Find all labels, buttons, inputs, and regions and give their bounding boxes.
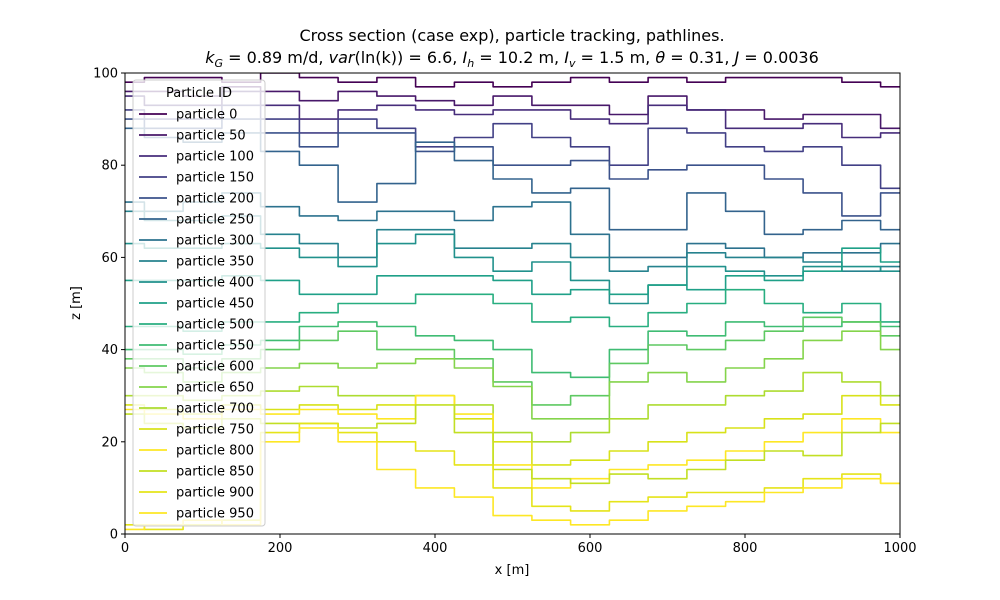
subtitle-Iv: I — [564, 48, 569, 67]
x-axis-label: x [m] — [495, 563, 530, 578]
legend-label-2: particle 100 — [176, 150, 254, 165]
subtitle-Ih-sub: h — [467, 57, 474, 70]
x-tick-label-5: 1000 — [883, 541, 916, 556]
legend-label-8: particle 400 — [176, 276, 254, 291]
subtitle-text: kG = 0.89 m/d, var(ln(k)) = 6.6, Ih = 10… — [205, 48, 819, 70]
subtitle-Iv-sub: v — [569, 57, 576, 70]
legend-label-1: particle 50 — [176, 129, 246, 144]
legend-label-18: particle 900 — [176, 486, 254, 501]
subtitle-Iv-val: = 1.5 m, — [575, 48, 655, 67]
legend-label-15: particle 750 — [176, 423, 254, 438]
legend-label-5: particle 250 — [176, 213, 254, 228]
legend-label-3: particle 150 — [176, 171, 254, 186]
legend-label-9: particle 450 — [176, 297, 254, 312]
legend-label-13: particle 650 — [176, 381, 254, 396]
chart-title: Cross section (case exp), particle track… — [205, 26, 819, 70]
legend-label-14: particle 700 — [176, 402, 254, 417]
x-tick-label-4: 800 — [733, 541, 758, 556]
subtitle-k: k — [205, 48, 215, 67]
title-text: Cross section (case exp), particle track… — [299, 26, 724, 45]
legend-label-19: particle 950 — [176, 507, 254, 522]
legend-label-12: particle 600 — [176, 360, 254, 375]
y-tick-label-5: 100 — [93, 67, 118, 82]
legend-label-11: particle 550 — [176, 339, 254, 354]
subtitle-var: var — [329, 48, 356, 67]
legend-title: Particle ID — [166, 86, 232, 101]
y-tick-label-0: 0 — [110, 528, 118, 543]
x-tick-label-3: 600 — [578, 541, 603, 556]
subtitle-kG-sub: G — [214, 57, 223, 70]
subtitle-theta: θ — [655, 48, 665, 67]
plot-frame — [124, 72, 901, 535]
legend-label-7: particle 350 — [176, 255, 254, 270]
subtitle-J: J — [732, 48, 740, 67]
y-tick-label-3: 60 — [101, 251, 118, 266]
y-tick-label-2: 40 — [101, 343, 118, 358]
series-line-10 — [125, 288, 900, 332]
x-tick-label-0: 0 — [121, 541, 129, 556]
y-tick-label-1: 20 — [101, 435, 118, 450]
subtitle-kG-val: = 0.89 m/d, — [223, 48, 329, 67]
subtitle-var-val: (ln(k)) = 6.6, — [354, 48, 462, 67]
series-line-0 — [125, 73, 900, 88]
legend-label-16: particle 800 — [176, 444, 254, 459]
subtitle-Ih: I — [462, 48, 467, 67]
axes-layer: 0 200 400 600 800 1000 0 20 40 60 80 100 — [93, 67, 916, 557]
x-tick-label-1: 200 — [268, 541, 293, 556]
x-tick-label-2: 400 — [423, 541, 448, 556]
legend-label-0: particle 0 — [176, 108, 237, 123]
legend-box — [132, 79, 266, 527]
legend-label-4: particle 200 — [176, 192, 254, 207]
legend-label-17: particle 850 — [176, 465, 254, 480]
legend-label-6: particle 300 — [176, 234, 254, 249]
legend-label-10: particle 500 — [176, 318, 254, 333]
subtitle-J-val: = 0.0036 — [739, 48, 819, 67]
y-axis-label: z [m] — [69, 286, 84, 320]
legend: Particle ID particle 0 particle 50 particle… — [132, 79, 266, 527]
subtitle-Ih-val: = 10.2 m, — [474, 48, 564, 67]
subtitle-theta-val: = 0.31, — [665, 48, 734, 67]
y-tick-label-4: 80 — [101, 159, 118, 174]
